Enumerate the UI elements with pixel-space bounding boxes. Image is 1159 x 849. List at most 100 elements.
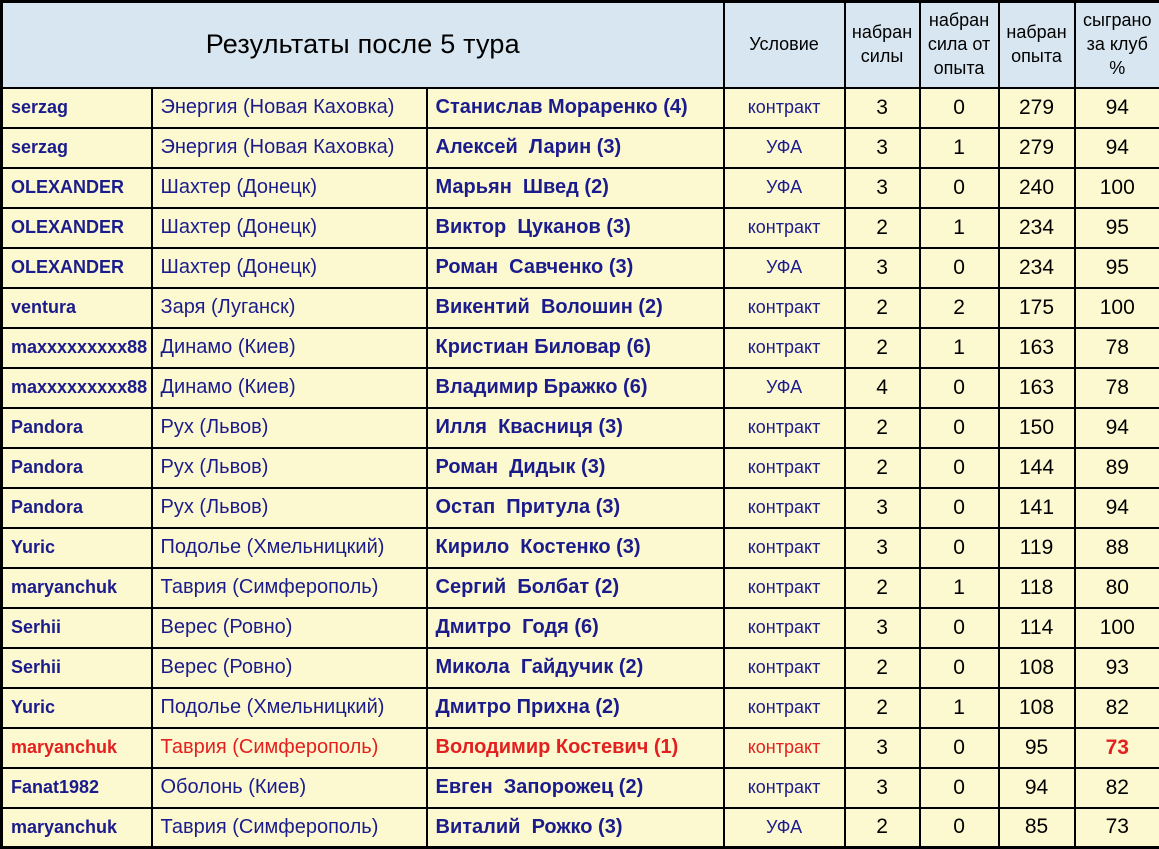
experience-cell: 240 bbox=[999, 168, 1075, 208]
player-cell: Роман Савченко (3) bbox=[427, 248, 724, 288]
experience-cell: 234 bbox=[999, 208, 1075, 248]
experience-cell: 144 bbox=[999, 448, 1075, 488]
experience-cell: 108 bbox=[999, 688, 1075, 728]
team-cell: Энергия (Новая Каховка) bbox=[152, 88, 427, 128]
strength-cell: 3 bbox=[845, 528, 920, 568]
manager-cell: ventura bbox=[2, 288, 152, 328]
manager-cell: maryanchuk bbox=[2, 728, 152, 768]
experience-cell: 114 bbox=[999, 608, 1075, 648]
experience-cell: 141 bbox=[999, 488, 1075, 528]
condition-cell: контракт bbox=[724, 88, 845, 128]
strength-cell: 2 bbox=[845, 808, 920, 848]
strength-from-exp-cell: 0 bbox=[920, 808, 999, 848]
experience-column-header: набран опыта bbox=[999, 2, 1075, 88]
table-header: Результаты после 5 тура Условие набран с… bbox=[2, 2, 1159, 88]
club-percent-cell: 94 bbox=[1075, 88, 1159, 128]
strength-column-header: набран силы bbox=[845, 2, 920, 88]
strength-cell: 3 bbox=[845, 128, 920, 168]
player-cell: Володимир Костевич (1) bbox=[427, 728, 724, 768]
player-cell: Станислав Мораренко (4) bbox=[427, 88, 724, 128]
strength-from-exp-cell: 0 bbox=[920, 768, 999, 808]
strength-from-exp-cell: 1 bbox=[920, 208, 999, 248]
player-cell: Виталий Рожко (3) bbox=[427, 808, 724, 848]
club-percent-cell: 82 bbox=[1075, 768, 1159, 808]
strength-cell: 3 bbox=[845, 488, 920, 528]
team-cell: Верес (Ровно) bbox=[152, 608, 427, 648]
manager-cell: maxxxxxxxxx88 bbox=[2, 368, 152, 408]
condition-cell: УФА bbox=[724, 368, 845, 408]
player-cell: Роман Дидык (3) bbox=[427, 448, 724, 488]
manager-cell: serzag bbox=[2, 88, 152, 128]
club-percent-cell: 93 bbox=[1075, 648, 1159, 688]
experience-cell: 163 bbox=[999, 328, 1075, 368]
player-cell: Микола Гайдучик (2) bbox=[427, 648, 724, 688]
team-cell: Рух (Львов) bbox=[152, 448, 427, 488]
manager-cell: Serhii bbox=[2, 648, 152, 688]
player-cell: Евген Запорожец (2) bbox=[427, 768, 724, 808]
strength-cell: 2 bbox=[845, 328, 920, 368]
player-cell: Кирило Костенко (3) bbox=[427, 528, 724, 568]
club-percent-cell: 82 bbox=[1075, 688, 1159, 728]
strength-from-exp-cell: 0 bbox=[920, 168, 999, 208]
condition-cell: контракт bbox=[724, 288, 845, 328]
strength-cell: 2 bbox=[845, 408, 920, 448]
manager-cell: Pandora bbox=[2, 488, 152, 528]
condition-cell: контракт bbox=[724, 408, 845, 448]
strength-cell: 2 bbox=[845, 448, 920, 488]
team-cell: Оболонь (Киев) bbox=[152, 768, 427, 808]
club-percent-cell: 95 bbox=[1075, 248, 1159, 288]
club-percent-column-header: сыграно за клуб % bbox=[1075, 2, 1159, 88]
condition-cell: УФА bbox=[724, 808, 845, 848]
manager-cell: maryanchuk bbox=[2, 568, 152, 608]
strength-from-exp-cell: 1 bbox=[920, 128, 999, 168]
team-cell: Шахтер (Донецк) bbox=[152, 168, 427, 208]
team-cell: Таврия (Симферополь) bbox=[152, 808, 427, 848]
header-row: Результаты после 5 тура Условие набран с… bbox=[2, 2, 1159, 88]
strength-cell: 2 bbox=[845, 688, 920, 728]
manager-cell: Pandora bbox=[2, 448, 152, 488]
experience-cell: 150 bbox=[999, 408, 1075, 448]
condition-cell: контракт bbox=[724, 528, 845, 568]
experience-cell: 234 bbox=[999, 248, 1075, 288]
strength-cell: 2 bbox=[845, 568, 920, 608]
team-cell: Заря (Луганск) bbox=[152, 288, 427, 328]
player-cell: Кристиан Биловар (6) bbox=[427, 328, 724, 368]
condition-cell: контракт bbox=[724, 768, 845, 808]
condition-cell: контракт bbox=[724, 728, 845, 768]
condition-cell: контракт bbox=[724, 328, 845, 368]
strength-from-exp-cell: 0 bbox=[920, 528, 999, 568]
player-cell: Сергий Болбат (2) bbox=[427, 568, 724, 608]
club-percent-cell: 78 bbox=[1075, 328, 1159, 368]
team-cell: Энергия (Новая Каховка) bbox=[152, 128, 427, 168]
condition-cell: контракт bbox=[724, 568, 845, 608]
condition-cell: УФА bbox=[724, 248, 845, 288]
strength-cell: 3 bbox=[845, 768, 920, 808]
club-percent-cell: 78 bbox=[1075, 368, 1159, 408]
strength-from-exp-cell: 0 bbox=[920, 368, 999, 408]
strength-from-exp-cell: 0 bbox=[920, 488, 999, 528]
strength-cell: 2 bbox=[845, 208, 920, 248]
strength-cell: 4 bbox=[845, 368, 920, 408]
club-percent-cell: 80 bbox=[1075, 568, 1159, 608]
manager-cell: OLEXANDER bbox=[2, 248, 152, 288]
player-cell: Остап Притула (3) bbox=[427, 488, 724, 528]
experience-cell: 279 bbox=[999, 128, 1075, 168]
club-percent-cell: 94 bbox=[1075, 408, 1159, 448]
club-percent-cell: 100 bbox=[1075, 288, 1159, 328]
club-percent-cell: 73 bbox=[1075, 808, 1159, 848]
manager-cell: Yuric bbox=[2, 528, 152, 568]
team-cell: Рух (Львов) bbox=[152, 408, 427, 448]
team-cell: Динамо (Киев) bbox=[152, 368, 427, 408]
player-cell: Илля Квасниця (3) bbox=[427, 408, 724, 448]
player-cell: Владимир Бражко (6) bbox=[427, 368, 724, 408]
strength-from-exp-cell: 0 bbox=[920, 728, 999, 768]
